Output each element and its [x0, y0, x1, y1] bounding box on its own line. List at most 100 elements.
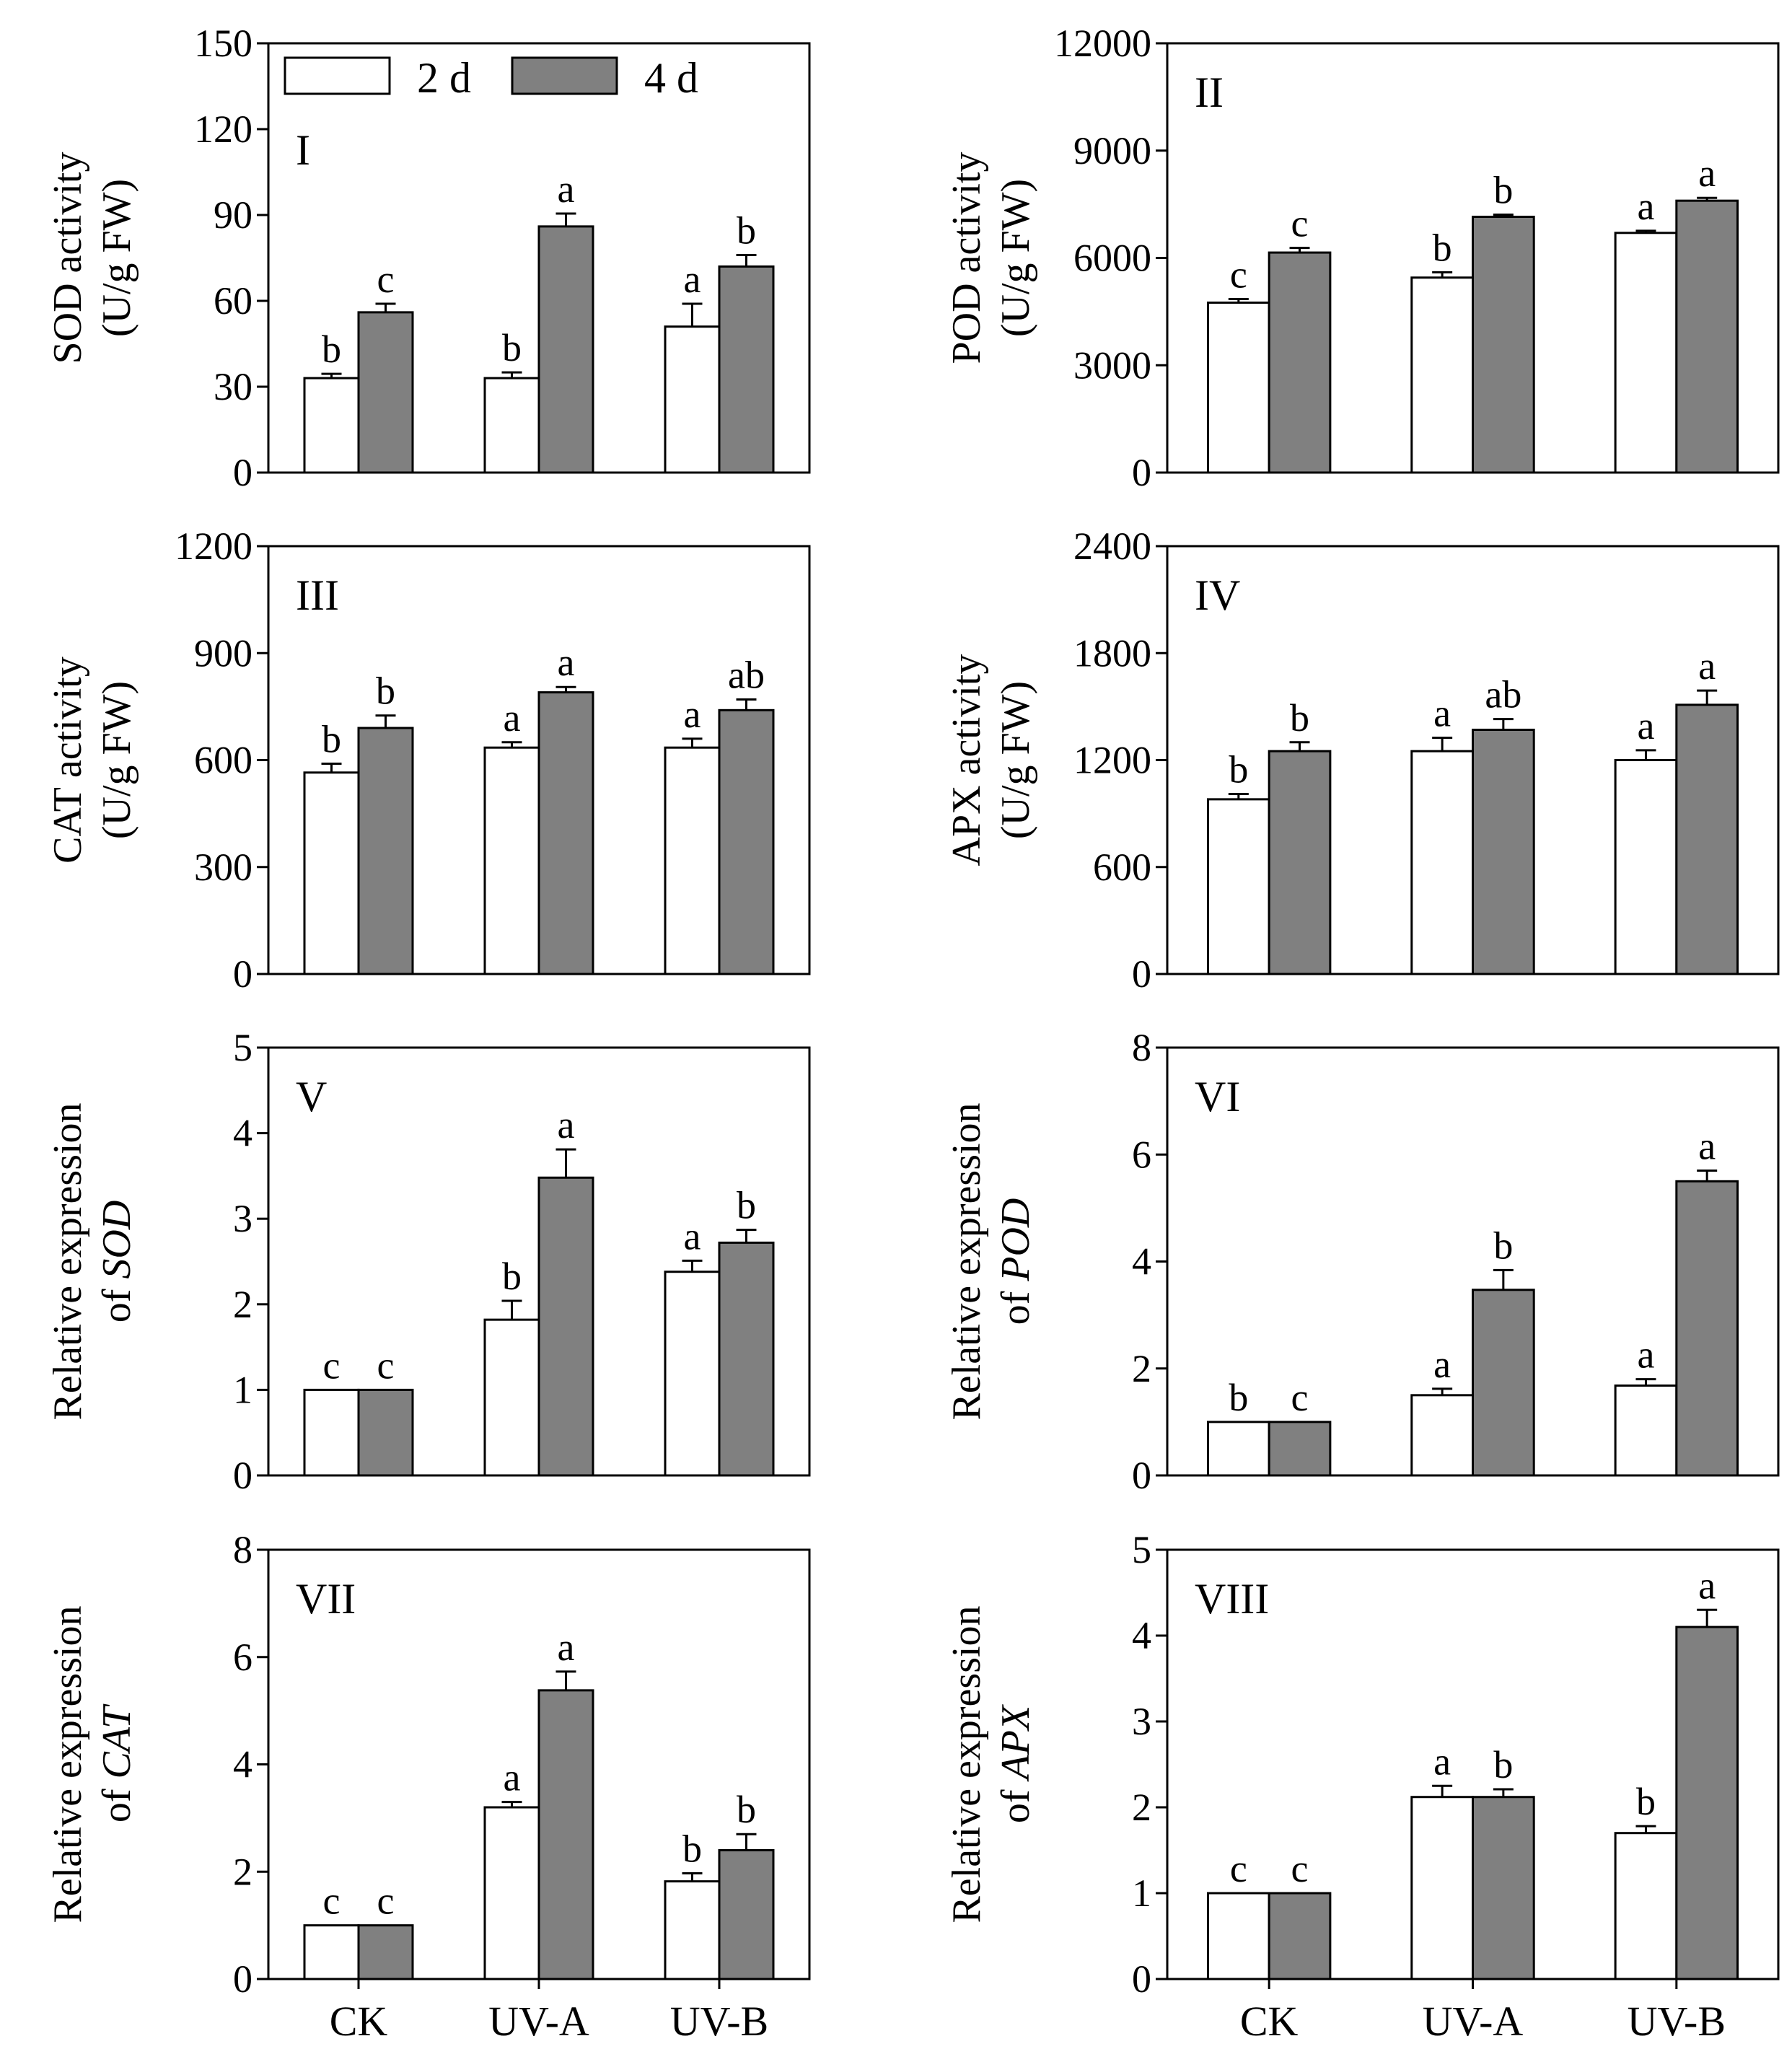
y-axis-title-line2: of CAT	[95, 1703, 139, 1822]
y-tick-label: 1800	[1073, 631, 1151, 675]
y-tick-label: 150	[194, 22, 252, 65]
y-axis-title: Relative expression of POD	[944, 1102, 1038, 1420]
y-tick-label: 30	[214, 365, 252, 408]
bar	[664, 325, 721, 474]
significance-label: c	[1291, 1376, 1309, 1419]
bar	[537, 691, 594, 975]
y-axis-title-line1: Relative expression	[944, 1102, 989, 1420]
significance-label: c	[1230, 253, 1247, 297]
bar	[537, 1176, 594, 1477]
y-tick-label: 600	[1093, 846, 1151, 889]
significance-label: a	[684, 1214, 701, 1258]
y-tick-label: 4	[1132, 1614, 1151, 1657]
y-tick-label: 0	[1132, 1454, 1151, 1497]
bar	[303, 1924, 360, 1980]
significance-label: c	[1291, 202, 1309, 245]
x-tick-label: CK	[330, 1998, 388, 2045]
significance-label: a	[1433, 1739, 1451, 1783]
significance-label: c	[323, 1879, 341, 1923]
bar	[1614, 232, 1678, 474]
y-tick-label: 2400	[1073, 525, 1151, 568]
bar	[1675, 1625, 1739, 1980]
bar	[718, 708, 775, 975]
significance-label: a	[504, 696, 521, 740]
y-axis-title: POD activity (U/g FW)	[944, 152, 1038, 364]
bar	[483, 746, 540, 975]
bar	[664, 1880, 721, 1980]
y-axis-title: Relative expression of APX	[944, 1605, 1038, 1923]
y-tick-label: 2	[1132, 1786, 1151, 1829]
significance-label: b	[1229, 1376, 1248, 1419]
bar	[664, 1271, 721, 1477]
y-axis-title: CAT activity (U/g FW)	[45, 657, 139, 864]
legend-label-4d: 4 d	[644, 54, 698, 102]
legend-label-2d: 2 d	[417, 54, 471, 102]
bar	[1268, 1892, 1332, 1980]
y-tick-label: 1	[1132, 1872, 1151, 1915]
significance-label: c	[1291, 1847, 1309, 1890]
significance-label: b	[502, 326, 522, 369]
y-tick-label: 3000	[1073, 343, 1151, 387]
bar	[1410, 276, 1475, 474]
panel-label: II	[1195, 69, 1224, 116]
significance-label: b	[1433, 226, 1452, 269]
bar	[357, 1924, 414, 1980]
y-axis-title-gene: SOD	[95, 1201, 139, 1279]
significance-label: a	[1433, 1343, 1451, 1386]
significance-label: a	[1637, 704, 1654, 747]
significance-label: a	[1698, 1124, 1716, 1167]
y-tick-label: 0	[233, 1957, 252, 2001]
bar	[718, 265, 775, 474]
y-axis-title-gene: CAT	[95, 1703, 139, 1778]
bar	[664, 746, 721, 975]
bar	[357, 311, 414, 474]
y-axis-title-prefix: of	[993, 1281, 1038, 1325]
bar	[1268, 251, 1332, 474]
bar	[718, 1241, 775, 1477]
y-tick-label: 1200	[1073, 739, 1151, 782]
panel-label: VIII	[1195, 1575, 1269, 1623]
significance-label: a	[1637, 185, 1654, 228]
significance-label: c	[377, 1343, 395, 1387]
y-axis-title-line2: of SOD	[95, 1201, 139, 1323]
y-tick-label: 2	[1132, 1347, 1151, 1390]
y-axis-title-prefix: of	[95, 1778, 139, 1822]
significance-label: b	[737, 1184, 756, 1227]
y-tick-label: 0	[1132, 952, 1151, 996]
y-axis-title-line1: SOD activity	[45, 152, 90, 364]
y-tick-label: 900	[194, 631, 252, 675]
panel-label: I	[296, 126, 310, 174]
significance-label: c	[377, 258, 395, 301]
y-tick-label: 1200	[175, 525, 252, 568]
significance-label: a	[1637, 1333, 1654, 1377]
y-axis-title: Relative expression of CAT	[45, 1605, 139, 1923]
panel-ii: 0 3000 6000 9000 12000 c b a c b a II POD activity (U…	[944, 22, 1780, 494]
bar	[303, 1388, 360, 1477]
significance-label: a	[558, 1625, 575, 1669]
bar	[357, 727, 414, 975]
bar	[1472, 1796, 1535, 1980]
bar	[1410, 1394, 1475, 1477]
y-tick-label: 600	[194, 739, 252, 782]
significance-label: b	[322, 717, 341, 760]
x-tick-label: UV-B	[670, 1998, 768, 2045]
bar	[1614, 1832, 1678, 1980]
bar	[1206, 1892, 1270, 1980]
panel-label: IV	[1195, 571, 1240, 619]
y-axis-title-gene: POD	[993, 1198, 1038, 1282]
significance-label: a	[684, 258, 701, 301]
legend: 2 d 4 d	[284, 54, 698, 102]
y-tick-label: 1	[233, 1368, 252, 1411]
bar	[1675, 703, 1739, 975]
y-axis-title: SOD activity (U/g FW)	[45, 152, 139, 364]
y-tick-label: 5	[1132, 1528, 1151, 1571]
bar	[483, 1318, 540, 1477]
bar	[357, 1388, 414, 1477]
y-tick-label: 300	[194, 846, 252, 889]
significance-label: a	[1698, 152, 1716, 195]
bar	[1268, 1421, 1332, 1477]
y-axis-title-line1: Relative expression	[45, 1605, 90, 1923]
y-tick-label: 12000	[1054, 22, 1151, 65]
